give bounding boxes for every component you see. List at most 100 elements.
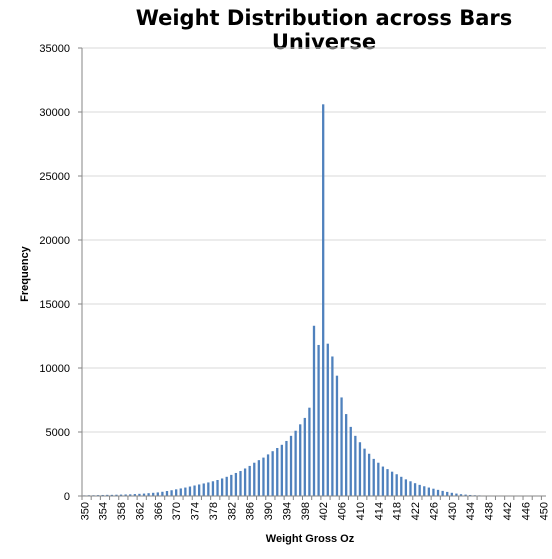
bar bbox=[198, 484, 201, 496]
x-axis-ticks: 350 354 358 362 366 370 374 378 382 386 390 394 398 4… bbox=[79, 496, 551, 520]
bar bbox=[106, 494, 109, 496]
bar bbox=[464, 494, 467, 496]
bar bbox=[138, 493, 141, 496]
bar bbox=[409, 481, 412, 496]
bar bbox=[317, 344, 320, 496]
x-tick-label: 406 bbox=[337, 502, 349, 520]
bar bbox=[115, 494, 118, 496]
y-tick-label: 20000 bbox=[39, 235, 70, 247]
bar bbox=[326, 343, 329, 496]
bar bbox=[225, 476, 228, 496]
bar bbox=[253, 462, 256, 496]
bar bbox=[413, 483, 417, 496]
bar bbox=[335, 375, 339, 496]
bar bbox=[271, 451, 274, 496]
bar bbox=[188, 486, 192, 496]
bar bbox=[469, 494, 472, 496]
bar bbox=[165, 491, 169, 496]
bar bbox=[216, 480, 219, 496]
bar bbox=[243, 468, 247, 496]
bar bbox=[175, 489, 178, 496]
bar bbox=[331, 356, 334, 496]
x-tick-label: 410 bbox=[355, 502, 367, 520]
x-tick-label: 394 bbox=[281, 502, 293, 520]
x-tick-label: 450 bbox=[539, 502, 551, 520]
y-tick-label: 0 bbox=[64, 491, 70, 503]
bar bbox=[156, 492, 159, 496]
bar bbox=[363, 448, 366, 496]
x-tick-label: 426 bbox=[428, 502, 440, 520]
bar bbox=[400, 476, 403, 496]
x-tick-label: 378 bbox=[208, 502, 220, 520]
x-tick-label: 382 bbox=[226, 502, 238, 520]
bar bbox=[446, 491, 449, 496]
bar bbox=[395, 474, 398, 496]
bar bbox=[308, 407, 311, 496]
bar bbox=[101, 494, 104, 496]
x-tick-label: 386 bbox=[245, 502, 257, 520]
bar bbox=[381, 466, 385, 496]
bar bbox=[285, 440, 288, 496]
bar bbox=[441, 490, 444, 496]
bar bbox=[220, 478, 224, 496]
bar bbox=[280, 444, 283, 496]
y-axis-title: Frequency bbox=[19, 245, 31, 302]
bar bbox=[248, 465, 251, 496]
x-tick-label: 366 bbox=[153, 502, 165, 520]
bar bbox=[230, 474, 233, 496]
x-tick-label: 430 bbox=[447, 502, 459, 520]
x-tick-label: 390 bbox=[263, 502, 275, 520]
chart-title: Weight Distribution across Bars Universe bbox=[135, 6, 513, 54]
bar bbox=[202, 483, 205, 496]
bar bbox=[345, 414, 348, 496]
bar bbox=[340, 397, 343, 496]
bar bbox=[193, 485, 196, 496]
bar bbox=[372, 458, 375, 496]
x-tick-label: 350 bbox=[79, 502, 91, 520]
bar bbox=[322, 104, 325, 496]
bar bbox=[133, 494, 136, 496]
bar bbox=[390, 471, 394, 496]
x-axis-title: Weight Gross Oz bbox=[266, 533, 355, 545]
bar bbox=[312, 325, 316, 496]
x-tick-label: 422 bbox=[410, 502, 422, 520]
bar bbox=[432, 488, 435, 496]
x-tick-label: 414 bbox=[373, 502, 385, 520]
y-tick-label: 35000 bbox=[39, 43, 70, 55]
y-tick-label: 25000 bbox=[39, 171, 70, 183]
x-tick-label: 438 bbox=[484, 502, 496, 520]
y-tick-label: 15000 bbox=[39, 299, 70, 311]
y-tick-label: 10000 bbox=[39, 363, 70, 375]
bar bbox=[207, 482, 210, 496]
bar bbox=[294, 430, 297, 496]
x-tick-label: 446 bbox=[520, 502, 532, 520]
x-tick-label: 418 bbox=[392, 502, 404, 520]
x-tick-label: 354 bbox=[98, 502, 110, 520]
bar bbox=[354, 435, 357, 496]
bar bbox=[367, 453, 371, 496]
bar bbox=[427, 487, 430, 496]
bar bbox=[358, 442, 362, 496]
bar bbox=[404, 479, 408, 496]
bar bbox=[276, 448, 279, 496]
x-tick-label: 442 bbox=[502, 502, 514, 520]
y-tick-label: 30000 bbox=[39, 107, 70, 119]
bar bbox=[262, 457, 265, 496]
bar bbox=[184, 487, 187, 496]
x-tick-label: 434 bbox=[465, 502, 477, 520]
x-tick-label: 358 bbox=[116, 502, 128, 520]
bar bbox=[450, 492, 453, 496]
bar bbox=[266, 454, 270, 496]
bar bbox=[119, 494, 123, 496]
bar bbox=[436, 489, 440, 496]
y-tick-label: 5000 bbox=[46, 427, 70, 439]
bar bbox=[299, 424, 302, 496]
bar bbox=[161, 491, 164, 496]
bar bbox=[459, 494, 463, 496]
bar bbox=[303, 417, 306, 496]
y-axis-ticks: 0 5000 10000 15000 20000 25000 30000 35000 bbox=[39, 43, 82, 503]
bar bbox=[386, 469, 389, 496]
bar bbox=[455, 493, 458, 496]
x-tick-label: 398 bbox=[300, 502, 312, 520]
